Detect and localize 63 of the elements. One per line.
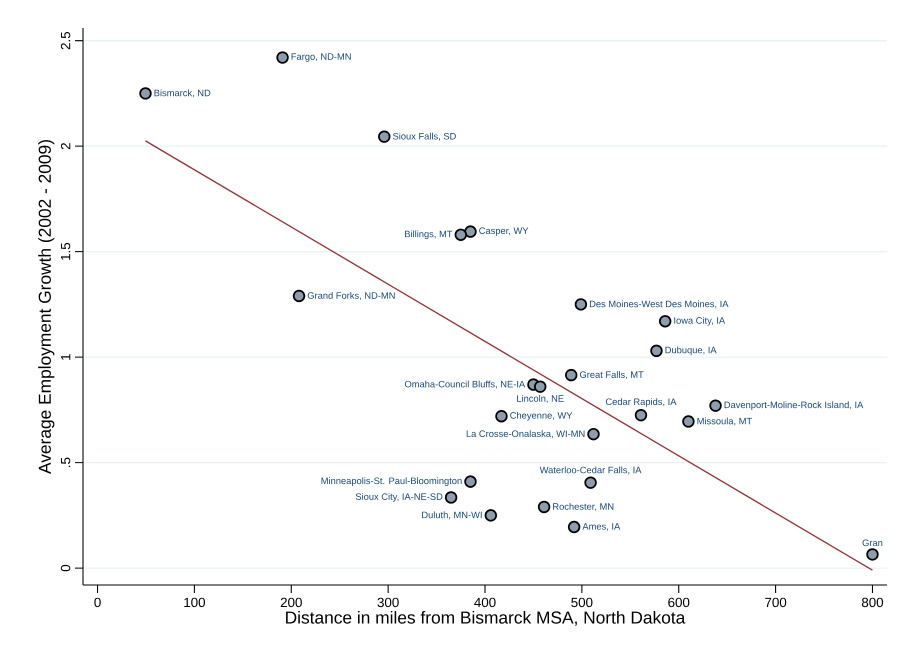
data-label: Lincoln, NE <box>517 394 564 403</box>
point <box>587 428 600 440</box>
data-label: Dubuque, IA <box>665 346 717 356</box>
point <box>464 475 477 488</box>
point <box>534 380 546 393</box>
y-tick-label: 1 <box>61 354 70 360</box>
data-label: Cedar Rapids, IA <box>606 398 676 407</box>
point <box>495 410 508 422</box>
data-label: Missoula, MT <box>697 418 752 426</box>
point <box>574 298 588 311</box>
data-label: Fargo, ND-MN <box>292 53 351 62</box>
point <box>565 368 578 382</box>
x-tick-label: 600 <box>668 598 690 608</box>
data-label: Ames, IA <box>582 523 620 531</box>
data-label: Omaha-Council Bluffs, NE-IA <box>404 380 526 389</box>
point <box>292 290 306 302</box>
point <box>650 344 663 358</box>
x-tick-label: 200 <box>280 598 302 608</box>
data-label: Waterloo-Cedar Falls, IA <box>540 466 642 474</box>
data-label: Des Moines-West Des Moines, IA <box>590 300 728 308</box>
point <box>444 491 458 504</box>
x-tick-label: 800 <box>862 598 884 608</box>
x-tick-label: 300 <box>378 598 399 608</box>
y-tick-label: 2 <box>60 143 70 150</box>
data-label: Duluth, MN-WI <box>422 511 482 520</box>
data-label: Minneapolis-St. Paul-Bloomington <box>322 477 462 486</box>
x-tick-label: 700 <box>765 598 786 608</box>
point <box>568 520 580 534</box>
point <box>538 500 550 514</box>
data-label: Sioux Falls, SD <box>392 132 456 141</box>
point <box>464 225 477 238</box>
data-label: Rochester, MN <box>553 502 614 511</box>
data-label: Cheyenne, WY <box>510 412 572 421</box>
data-label: Bismarck, ND <box>154 89 210 98</box>
point <box>709 399 722 412</box>
point <box>276 51 289 64</box>
data-label: Great Falls, MT <box>580 371 644 380</box>
data-label: Grand Forks, ND-MN <box>308 292 395 300</box>
point <box>634 408 648 422</box>
point <box>378 130 390 143</box>
x-tick-label: 0 <box>94 598 101 608</box>
data-label: Billings, MT <box>405 230 452 240</box>
data-label: La Crosse-Onalaska, WI-MN <box>466 430 584 438</box>
y-tick-label: 1.5 <box>60 242 70 260</box>
y-tick-label: 2.5 <box>60 32 70 50</box>
x-axis-title: Distance in miles from Bismarck MSA, North Dakota <box>286 610 686 626</box>
data-label: Iowa City, IA <box>674 316 726 326</box>
data-label: Davenport-Moline-Rock Island, IA <box>724 401 864 410</box>
x-tick-label: 400 <box>474 598 496 608</box>
data-label: Gran <box>862 540 882 546</box>
x-tick-label: 100 <box>184 598 206 608</box>
y-axis-title: Average Employment Growth (2002 - 2009) <box>38 140 54 474</box>
data-label: Sioux City, IA-NE-SD <box>356 493 442 502</box>
point <box>584 476 597 489</box>
point <box>454 228 467 241</box>
y-tick-label: 0 <box>60 564 70 572</box>
x-tick-label: 500 <box>571 598 592 608</box>
point <box>484 509 498 522</box>
point <box>139 87 152 100</box>
data-label: Casper, WY <box>479 227 528 236</box>
point <box>682 415 695 428</box>
y-tick-label: .5 <box>60 458 70 467</box>
point <box>658 315 672 328</box>
